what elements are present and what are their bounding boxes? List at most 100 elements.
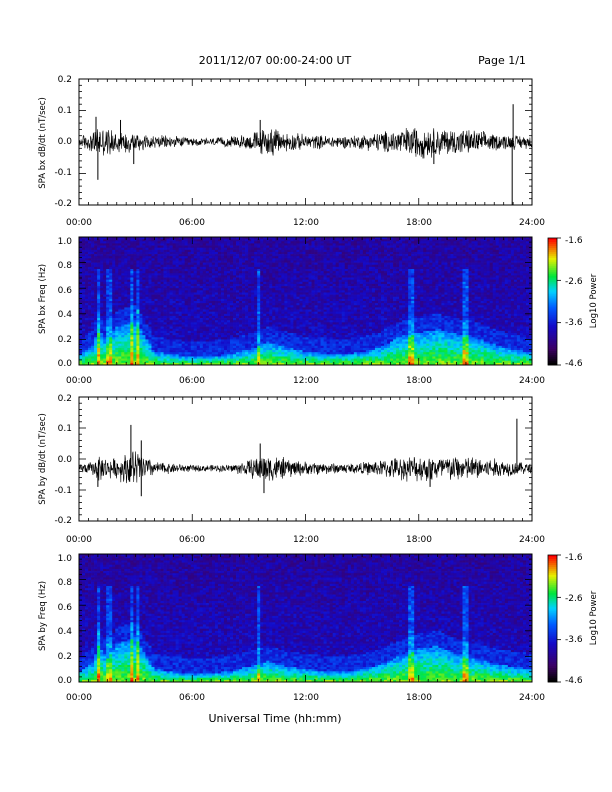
- spectrogram-cell: [206, 258, 209, 260]
- spectrogram-cell: [136, 246, 139, 248]
- spectrogram-cell: [299, 265, 302, 267]
- spectrogram-cell: [103, 275, 106, 277]
- spectrogram-cell: [106, 288, 109, 290]
- spectrogram-cell: [269, 260, 272, 262]
- spectrogram-cell: [197, 250, 200, 252]
- spectrogram-cell: [200, 252, 203, 254]
- spectrogram-cell: [284, 275, 287, 277]
- spectrogram-cell: [197, 275, 200, 277]
- spectrogram-cell: [200, 263, 203, 265]
- spectrogram-cell: [203, 327, 206, 329]
- spectrogram-cell: [158, 356, 161, 358]
- spectrogram-cell: [145, 292, 148, 294]
- spectrogram-cell: [161, 263, 164, 265]
- spectrogram-cell: [130, 339, 133, 341]
- spectrogram-cell: [118, 350, 121, 352]
- spectrogram-cell: [254, 239, 257, 241]
- spectrogram-cell: [299, 322, 302, 324]
- spectrogram-cell: [94, 310, 97, 312]
- spectrogram-cell: [242, 335, 245, 337]
- spectrogram-cell: [290, 246, 293, 248]
- spectrogram-cell: [242, 327, 245, 329]
- spectrogram-cell: [248, 243, 251, 245]
- spectrogram-cell: [142, 339, 145, 341]
- spectrogram-cell: [281, 307, 284, 309]
- spectrogram-cell: [79, 248, 82, 250]
- spectrogram-cell: [257, 282, 260, 284]
- spectrogram-cell: [133, 246, 136, 248]
- spectrogram-cell: [139, 260, 142, 262]
- spectrogram-cell: [254, 331, 257, 333]
- spectrogram-cell: [127, 282, 130, 284]
- spectrogram-cell: [230, 361, 233, 363]
- spectrogram-cell: [112, 273, 115, 275]
- spectrogram-cell: [275, 267, 278, 269]
- spectrogram-cell: [97, 320, 100, 322]
- spectrogram-cell: [130, 348, 133, 350]
- spectrogram-cell: [130, 361, 133, 363]
- spectrogram-cell: [106, 354, 109, 356]
- spectrogram-cell: [263, 243, 266, 245]
- spectrogram-cell: [103, 301, 106, 303]
- spectrogram-cell: [299, 354, 302, 356]
- spectrogram-cell: [309, 333, 312, 335]
- spectrogram-cell: [227, 303, 230, 305]
- spectrogram-cell: [306, 329, 309, 331]
- spectrogram-cell: [266, 312, 269, 314]
- spectrogram-cell: [221, 301, 224, 303]
- spectrogram-cell: [191, 246, 194, 248]
- spectrogram-cell: [145, 267, 148, 269]
- spectrogram-cell: [139, 346, 142, 348]
- spectrogram-cell: [100, 258, 103, 260]
- spectrogram-cell: [106, 273, 109, 275]
- spectrogram-cell: [242, 286, 245, 288]
- spectrogram-cell: [88, 346, 91, 348]
- spectrogram-cell: [242, 361, 245, 363]
- spectrogram-cell: [133, 350, 136, 352]
- spectrogram-cell: [221, 246, 224, 248]
- spectrogram-cell: [257, 271, 260, 273]
- spectrogram-cell: [130, 254, 133, 256]
- spectrogram-cell: [245, 335, 248, 337]
- spectrogram-cell: [200, 318, 203, 320]
- spectrogram-cell: [133, 273, 136, 275]
- spectrogram-cell: [290, 248, 293, 250]
- spectrogram-cell: [124, 354, 127, 356]
- spectrogram-cell: [236, 288, 239, 290]
- spectrogram-cell: [155, 314, 158, 316]
- spectrogram-cell: [158, 337, 161, 339]
- spectrogram-cell: [158, 310, 161, 312]
- spectrogram-cell: [158, 258, 161, 260]
- spectrogram-cell: [197, 346, 200, 348]
- spectrogram-cell: [124, 286, 127, 288]
- spectrogram-cell: [299, 256, 302, 258]
- spectrogram-cell: [173, 243, 176, 245]
- spectrogram-cell: [124, 252, 127, 254]
- spectrogram-cell: [103, 252, 106, 254]
- spectrogram-cell: [209, 239, 212, 241]
- spectrogram-cell: [127, 278, 130, 280]
- spectrogram-cell: [136, 260, 139, 262]
- spectrogram-cell: [151, 318, 154, 320]
- spectrogram-cell: [239, 333, 242, 335]
- spectrogram-cell: [293, 258, 296, 260]
- spectrogram-cell: [115, 350, 118, 352]
- spectrogram-cell: [88, 243, 91, 245]
- spectrogram-cell: [79, 275, 82, 277]
- spectrogram-cell: [161, 288, 164, 290]
- spectrogram-cell: [306, 278, 309, 280]
- spectrogram-cell: [281, 305, 284, 307]
- spectrogram-cell: [263, 314, 266, 316]
- spectrogram-cell: [167, 307, 170, 309]
- spectrogram-cell: [218, 297, 221, 299]
- spectrogram-cell: [118, 273, 121, 275]
- spectrogram-cell: [203, 342, 206, 344]
- spectrogram-cell: [167, 286, 170, 288]
- spectrogram-cell: [148, 344, 151, 346]
- spectrogram-cell: [167, 301, 170, 303]
- spectrogram-cell: [106, 248, 109, 250]
- spectrogram-cell: [296, 292, 299, 294]
- spectrogram-cell: [191, 333, 194, 335]
- spectrogram-cell: [139, 275, 142, 277]
- spectrogram-cell: [139, 329, 142, 331]
